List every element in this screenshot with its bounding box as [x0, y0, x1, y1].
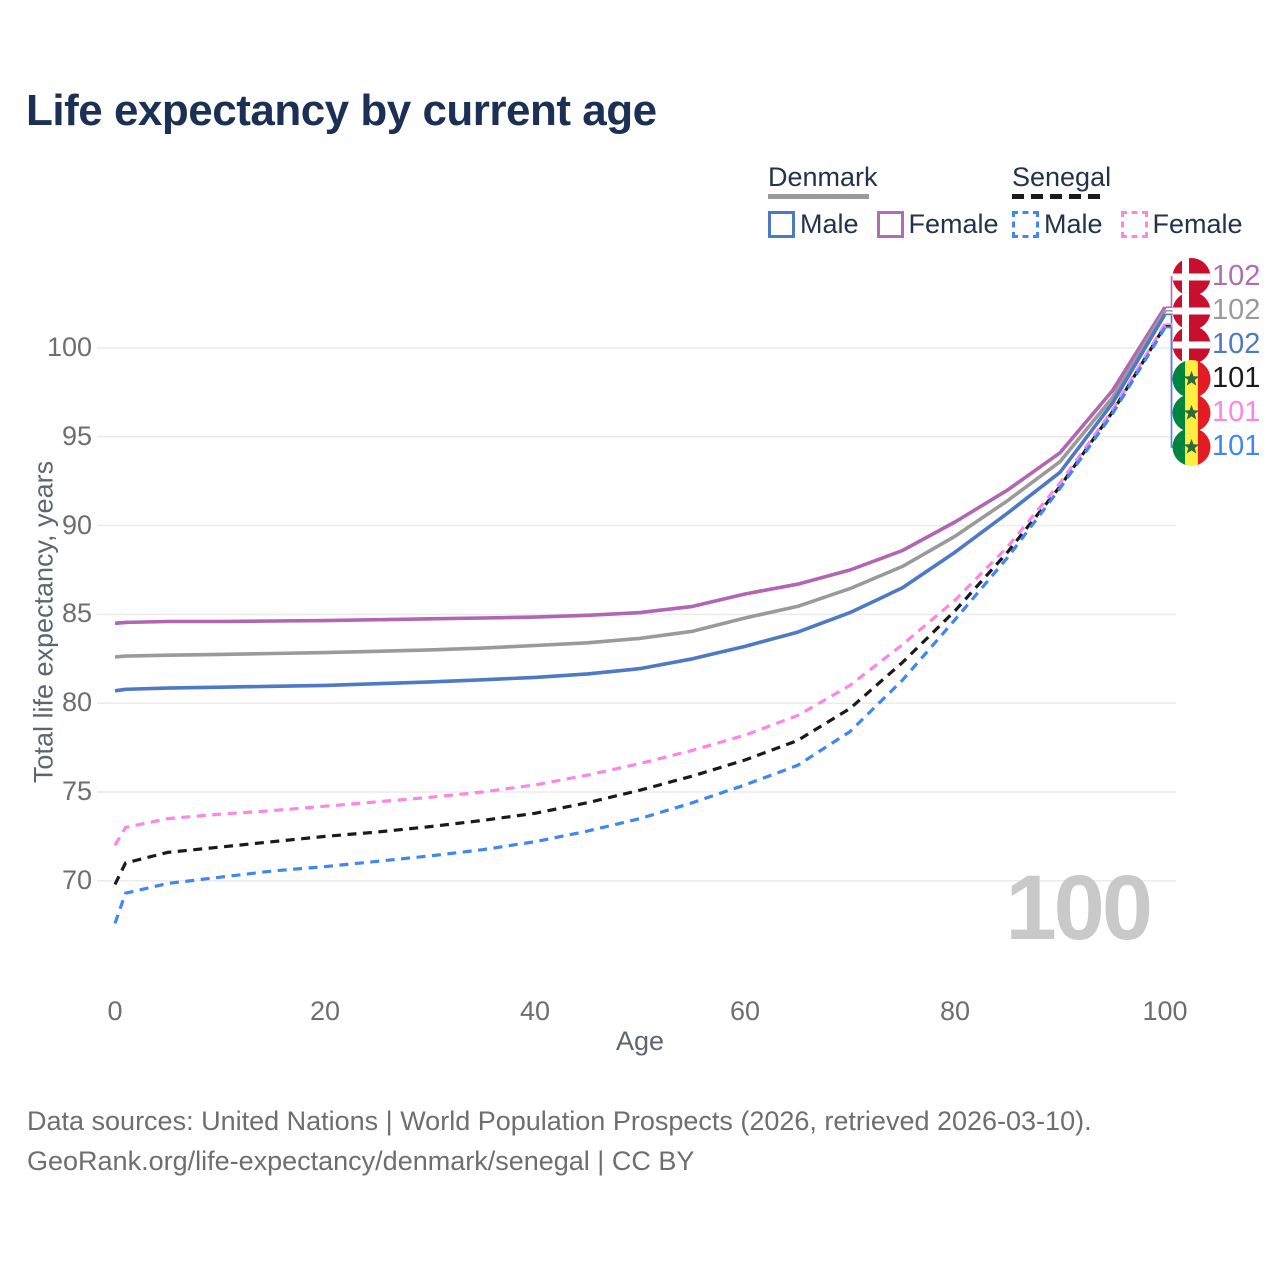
x-tick-label: 0	[107, 996, 123, 1026]
legend-underline-denmark	[768, 194, 869, 200]
end-label-denmark-female: 102	[1212, 260, 1261, 292]
legend-group-denmark: Denmark Male Female	[768, 163, 999, 240]
senegal-male-swatch-icon	[1012, 211, 1039, 239]
denmark-male-swatch-icon	[768, 211, 795, 239]
y-tick-label: 70	[61, 864, 92, 895]
end-label-senegal-female: 101	[1212, 396, 1261, 428]
footer-data-sources: Data sources: United Nations | World Pop…	[27, 1106, 1092, 1136]
denmark-flag-icon	[1172, 258, 1211, 296]
x-tick-label: 40	[519, 996, 551, 1026]
y-tick-label: 80	[61, 687, 92, 718]
y-tick-label: 95	[61, 420, 92, 451]
legend-header-senegal: Senegal	[1012, 162, 1112, 192]
legend-item-denmark-male[interactable]: Male	[768, 209, 859, 240]
series-line-denmark-male	[114, 313, 1167, 693]
series-line-senegal-all	[113, 324, 1167, 886]
end-label-denmark-all: 102	[1212, 294, 1261, 326]
x-axis-label: Age	[615, 1026, 665, 1056]
series-line-senegal-male	[113, 326, 1167, 924]
y-tick-label: 85	[61, 598, 92, 629]
x-tick-label: 60	[729, 996, 761, 1026]
end-label-denmark-male: 102	[1212, 328, 1261, 360]
legend-item-senegal-male[interactable]: Male	[1012, 209, 1103, 240]
legend-item-denmark-female[interactable]: Female	[876, 209, 999, 240]
legend-item-label: Female	[908, 209, 999, 240]
age-counter-watermark: 100	[1005, 857, 1153, 959]
x-tick-label: 20	[309, 996, 341, 1026]
footer-attribution-link: GeoRank.org/life-expectancy/denmark/sene…	[27, 1146, 695, 1176]
senegal-flag-icon	[1172, 394, 1211, 432]
y-tick-label: 75	[61, 776, 92, 806]
x-tick-label: 100	[1142, 996, 1188, 1026]
senegal-flag-icon	[1172, 428, 1211, 466]
denmark-flag-icon	[1172, 326, 1211, 364]
end-label-senegal-male: 101	[1212, 430, 1261, 462]
page-title: Life expectancy by current age	[26, 86, 657, 135]
legend-item-label: Male	[800, 209, 859, 240]
series-line-senegal-female	[113, 323, 1167, 847]
legend-item-label: Male	[1044, 209, 1103, 240]
senegal-flag-icon	[1172, 360, 1211, 398]
y-tick-label: 90	[61, 509, 92, 540]
legend-underline-senegal	[1012, 194, 1100, 200]
end-label-senegal-all: 101	[1212, 362, 1261, 394]
series-line-denmark-all	[114, 309, 1167, 659]
legend-group-senegal: Senegal Male Female	[1012, 163, 1243, 240]
senegal-female-swatch-icon	[1120, 211, 1148, 239]
legend-header-denmark: Denmark	[768, 162, 878, 192]
denmark-flag-icon	[1172, 292, 1211, 330]
y-tick-label: 100	[46, 332, 92, 362]
denmark-female-swatch-icon	[876, 211, 904, 239]
x-tick-label: 80	[939, 996, 971, 1026]
series-line-denmark-female	[114, 306, 1167, 626]
legend-item-label: Female	[1152, 209, 1243, 240]
legend-item-senegal-female[interactable]: Female	[1120, 209, 1243, 240]
